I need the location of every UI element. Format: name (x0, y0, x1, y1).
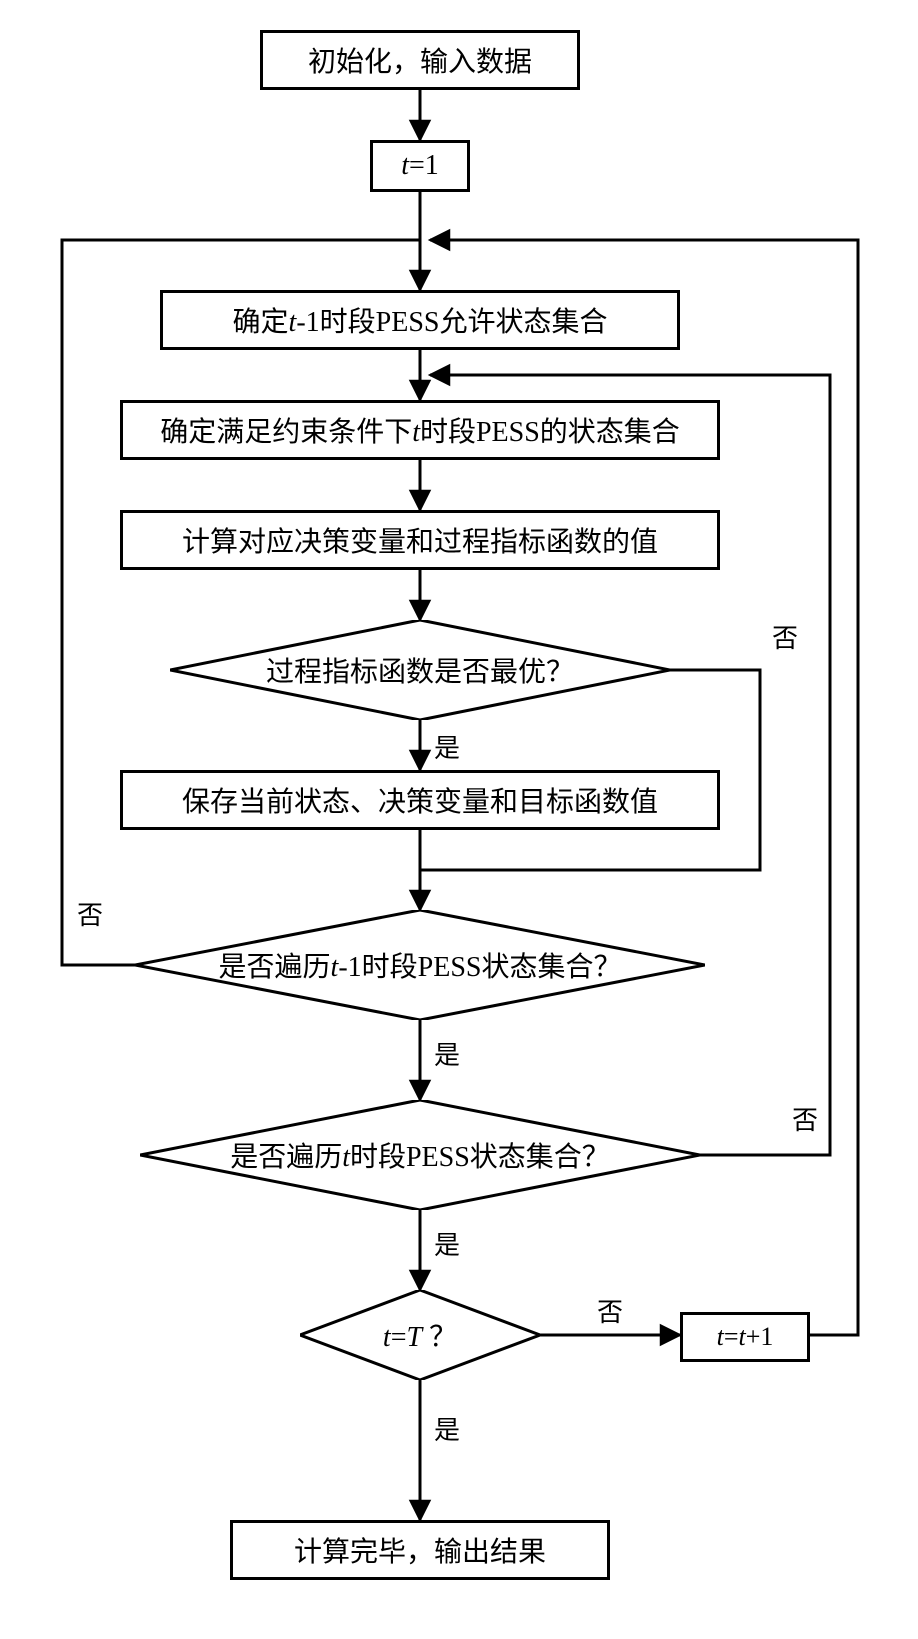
node-compute: 计算对应决策变量和过程指标函数的值 (120, 510, 720, 570)
inc-label: t=t+1 (717, 1322, 774, 1352)
node-n6-label: 保存当前状态、决策变量和目标函数值 (182, 780, 658, 820)
node-t-eq-1: t=1 (370, 140, 470, 192)
decision-optimal: 过程指标函数是否最优？ (170, 620, 670, 720)
decision-traverse-t: 是否遍历t时段PESS状态集合？ (140, 1100, 700, 1210)
flowchart-canvas: 初始化，输入数据 t=1 确定t-1时段PESS允许状态集合 确定满足约束条件下… (0, 0, 918, 1639)
decision-traverse-t-1: 是否遍历t-1时段PESS状态集合？ (135, 910, 705, 1020)
node-output: 计算完毕，输出结果 (230, 1520, 610, 1580)
label-d3-yes: 是 (432, 1225, 462, 1262)
node-n7-label: 计算完毕，输出结果 (294, 1530, 546, 1570)
node-n5-label: 计算对应决策变量和过程指标函数的值 (182, 520, 658, 560)
node-n3-label: 确定t-1时段PESS允许状态集合 (233, 300, 608, 340)
label-d1-no: 否 (770, 618, 800, 655)
node-t1-label: t=1 (401, 150, 439, 182)
label-d2-no: 否 (75, 895, 105, 932)
node-n4-label: 确定满足约束条件下t时段PESS的状态集合 (160, 410, 680, 450)
node-state-set-t: 确定满足约束条件下t时段PESS的状态集合 (120, 400, 720, 460)
label-d4-yes: 是 (432, 1410, 462, 1447)
label-d3-no: 否 (790, 1100, 820, 1137)
node-init-label: 初始化，输入数据 (308, 40, 532, 80)
node-state-set-t-1: 确定t-1时段PESS允许状态集合 (160, 290, 680, 350)
label-d1-yes: 是 (432, 728, 462, 765)
label-d4-no: 否 (595, 1292, 625, 1329)
node-increment: t=t+1 (680, 1312, 810, 1362)
node-init: 初始化，输入数据 (260, 30, 580, 90)
node-save: 保存当前状态、决策变量和目标函数值 (120, 770, 720, 830)
decision-t-eq-T: t=T ？ (300, 1290, 540, 1380)
label-d2-yes: 是 (432, 1035, 462, 1072)
